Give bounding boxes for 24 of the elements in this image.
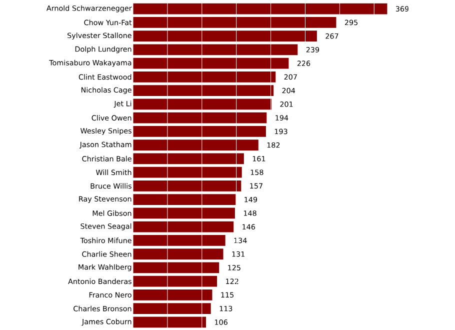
bar — [133, 208, 235, 219]
bar — [133, 303, 211, 314]
bar — [133, 126, 266, 137]
bar — [133, 234, 226, 246]
bar — [133, 262, 220, 274]
bar — [133, 194, 236, 206]
bar — [133, 112, 267, 124]
bar — [133, 153, 244, 164]
bar — [133, 316, 206, 328]
bar — [133, 166, 242, 178]
bar — [133, 30, 317, 42]
bar — [133, 248, 224, 260]
bar — [133, 3, 388, 14]
bar — [133, 289, 212, 300]
bar — [133, 58, 289, 69]
bar — [133, 44, 298, 56]
bar — [133, 85, 274, 96]
bar — [133, 71, 276, 82]
bar — [133, 221, 234, 232]
bar — [133, 180, 242, 192]
bar — [133, 98, 272, 110]
bar — [133, 140, 258, 151]
bar — [133, 16, 336, 28]
bar — [133, 276, 218, 287]
